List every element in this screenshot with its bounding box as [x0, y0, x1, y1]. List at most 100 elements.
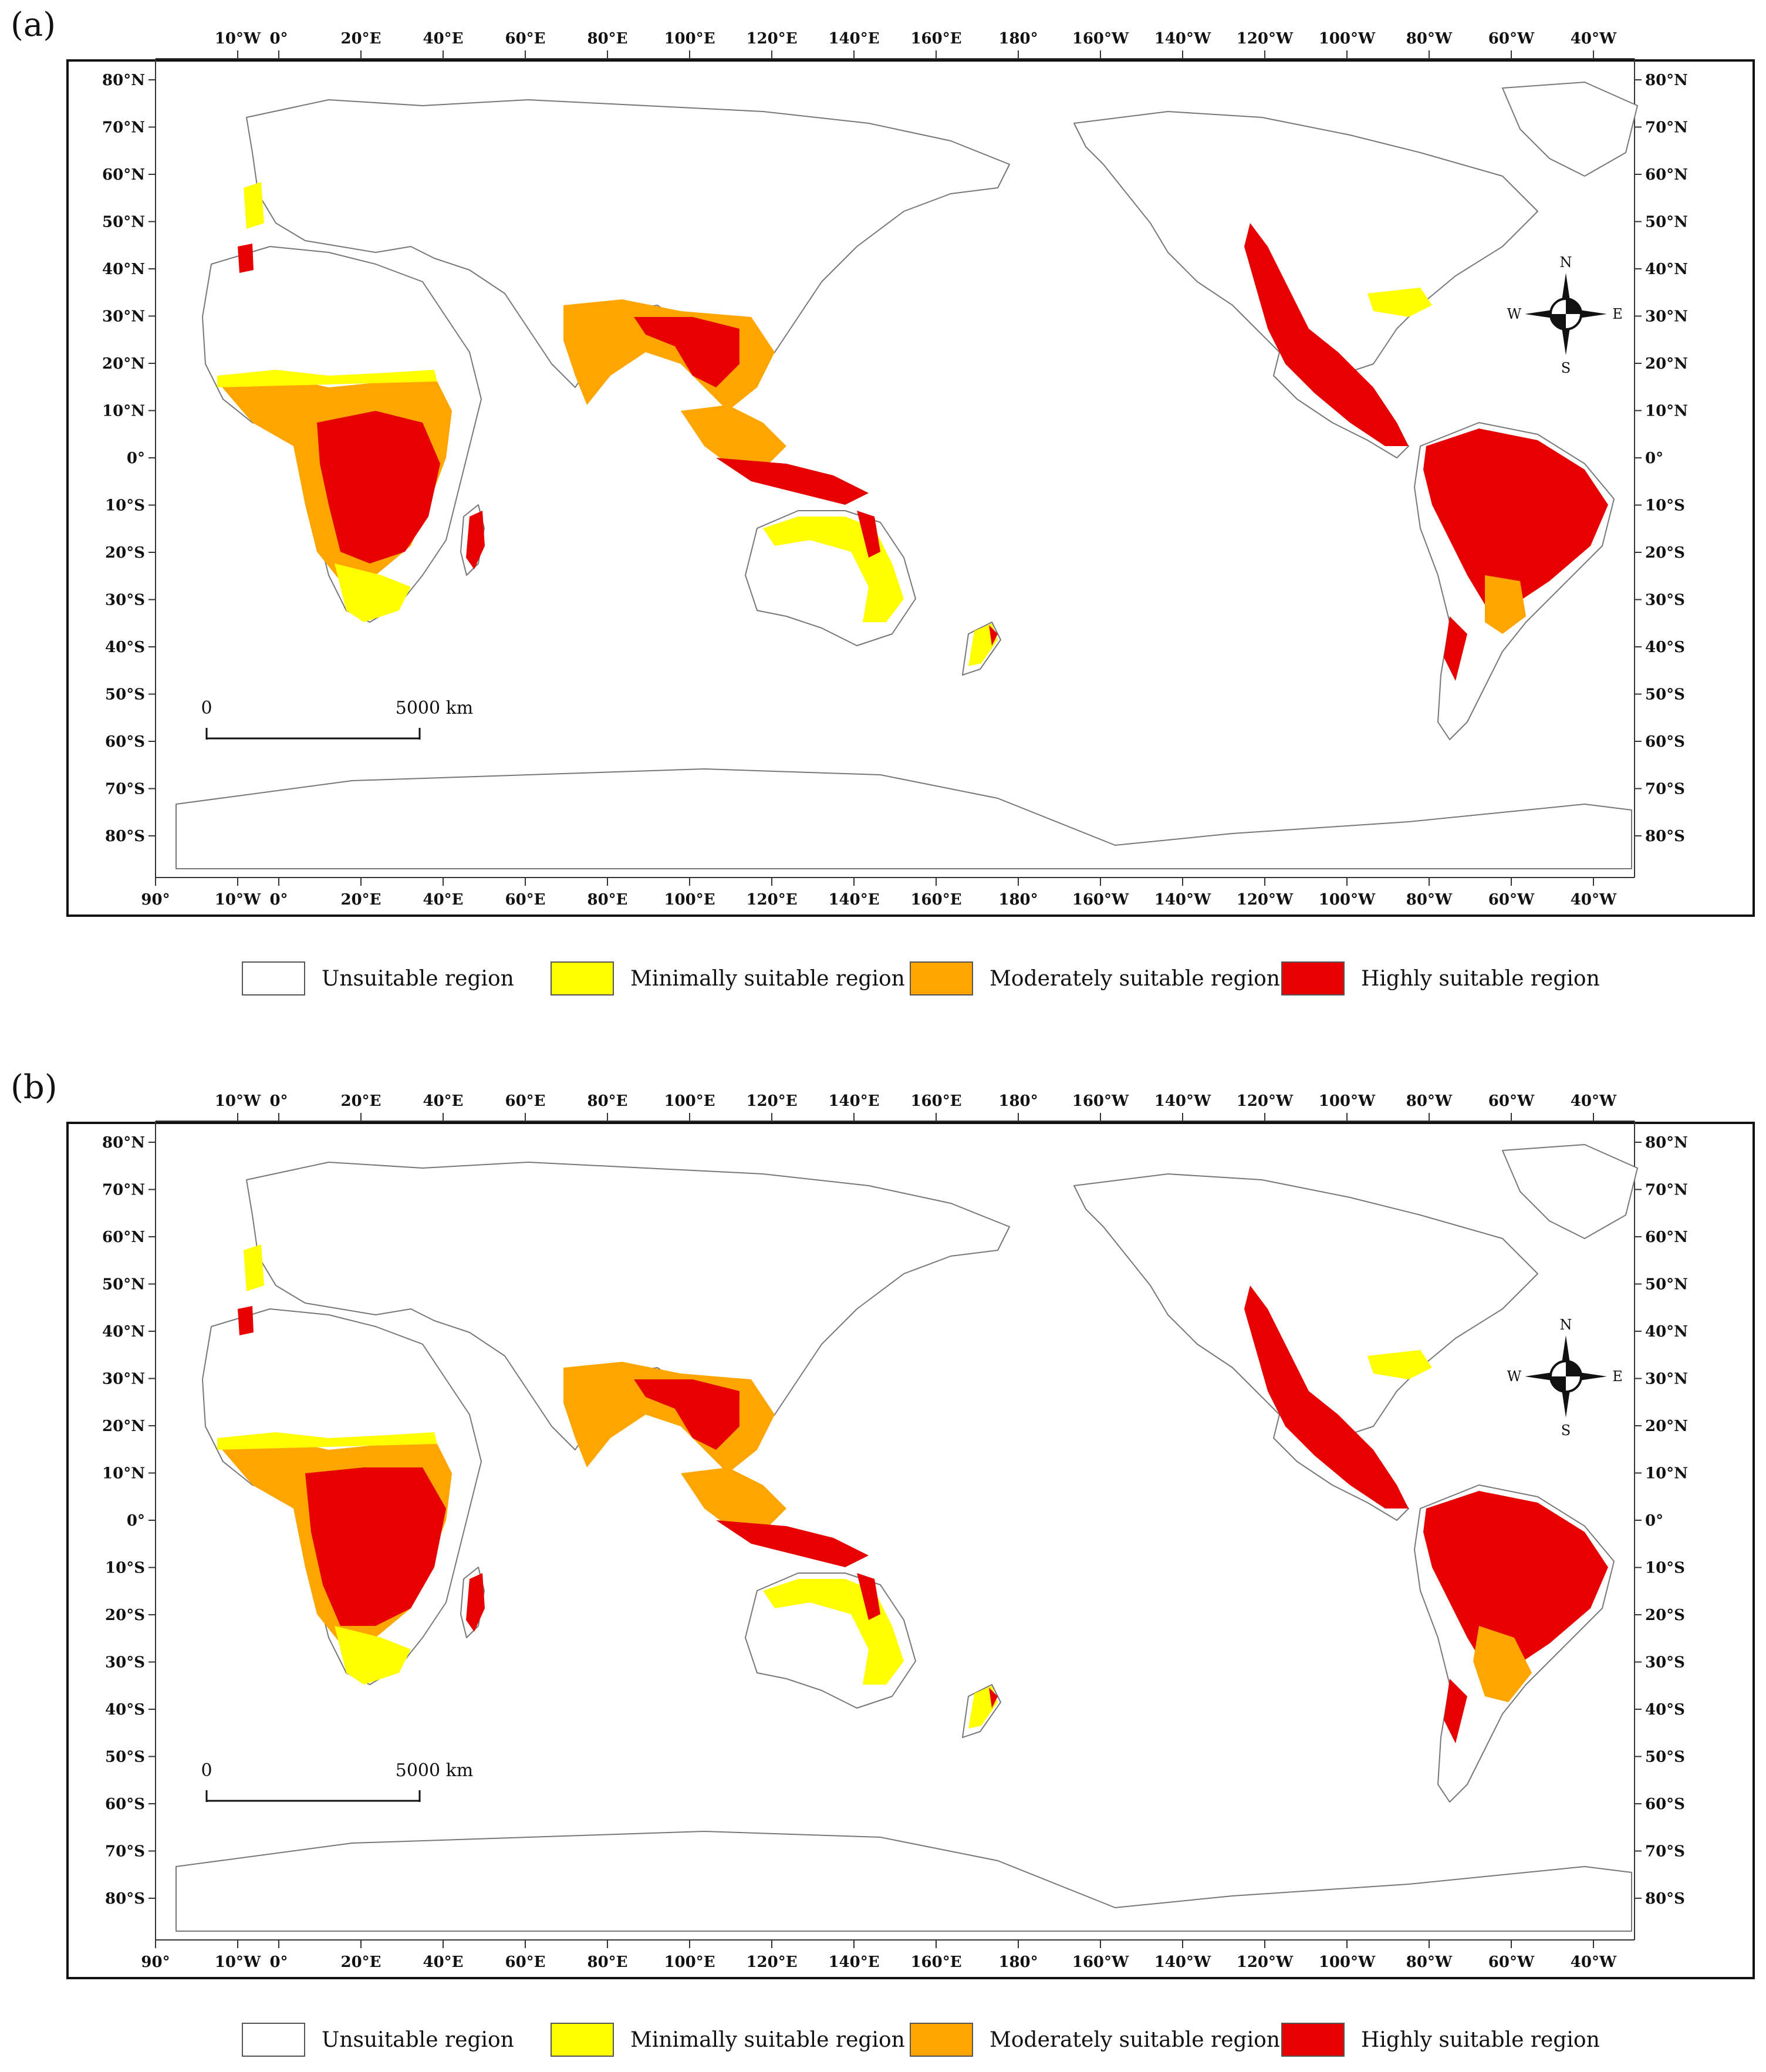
greenland-outline	[1502, 82, 1638, 177]
top-lon-label: 100°W	[1319, 1092, 1376, 1110]
antarctica-outline	[175, 1831, 1632, 1932]
right-lat-label: 80°S	[1645, 828, 1685, 845]
south-africa-minimal-zone	[335, 563, 411, 622]
top-lon-label: 180°	[998, 30, 1038, 48]
madagascar-high-zone	[466, 1573, 485, 1632]
top-lon-label: 120°E	[746, 30, 797, 48]
top-lon-label: 180°	[998, 1092, 1038, 1110]
left-lat-label: 60°N	[102, 166, 145, 184]
southeast-asia-high-zone	[634, 317, 740, 387]
bottom-lon-label: 120°W	[1237, 1953, 1294, 1971]
right-lat-label: 0°	[1645, 1512, 1663, 1530]
right-lat-label: 60°S	[1645, 733, 1685, 751]
legend-swatch	[910, 961, 973, 995]
bottom-lon-label: 160°W	[1072, 1953, 1129, 1971]
south-america-moderate-zone	[1473, 1626, 1532, 1702]
bottom-lon-label: 140°E	[828, 891, 879, 909]
compass-quadrant-ne	[1566, 1361, 1581, 1376]
top-lon-label: 160°E	[910, 30, 961, 48]
right-lat-label: 10°S	[1645, 1560, 1685, 1577]
right-lat-label: 50°N	[1645, 1276, 1688, 1294]
madagascar-high-zone	[466, 511, 485, 569]
south-america-moderate-zone	[1485, 575, 1526, 634]
bottom-lon-label: 0°	[269, 891, 288, 909]
legend-label: Highly suitable region	[1361, 2027, 1600, 2052]
bottom-lon-label: 20°E	[341, 1953, 381, 1971]
left-lat-label: 70°S	[105, 781, 145, 798]
right-lat-label: 20°S	[1645, 1607, 1685, 1624]
compass-rose: N S W E	[1507, 1317, 1623, 1439]
left-lat-label: 50°N	[102, 1276, 145, 1294]
left-lat-label: 10°N	[102, 403, 145, 420]
legend-swatch	[1281, 961, 1345, 995]
top-lon-label: 120°E	[746, 1092, 797, 1110]
legend-item: Unsuitable region	[242, 958, 514, 999]
australia-high-zone	[857, 1573, 880, 1620]
suitability-map-b: 10°W 0° 20°E 40°E 60°E 80°E 100°E 120°E 140°E 160…	[66, 1092, 1755, 1979]
bottom-lon-label: 80°E	[587, 1953, 628, 1971]
top-lon-label: 160°W	[1072, 1092, 1129, 1110]
south-america-high-zone	[1423, 428, 1608, 605]
left-lat-label: 80°N	[102, 1134, 145, 1152]
right-lat-label: 50°N	[1645, 214, 1688, 231]
bottom-lon-label: 160°E	[910, 891, 961, 909]
bottom-lon-label: 10°W	[215, 1953, 261, 1971]
left-lat-label: 30°S	[105, 1654, 145, 1672]
right-lat-label: 70°N	[1645, 119, 1688, 137]
left-lat-label: 70°N	[102, 119, 145, 137]
left-lat-label: 60°S	[105, 733, 145, 751]
right-lat-label: 20°S	[1645, 544, 1685, 562]
bottom-lon-label: 80°W	[1406, 1953, 1453, 1971]
right-lat-label: 80°S	[1645, 1890, 1685, 1908]
compass-w-label: W	[1507, 306, 1522, 322]
left-lat-label: 40°N	[102, 261, 145, 278]
compass-n-label: N	[1560, 1317, 1572, 1333]
right-lat-label: 60°N	[1645, 1229, 1688, 1246]
compass-quadrant-sw	[1551, 1376, 1566, 1392]
right-lat-label: 10°N	[1645, 403, 1688, 420]
panel-label-a: (a)	[11, 6, 56, 44]
gulf-coast-minimal-zone	[1367, 1350, 1432, 1379]
legend-item: Minimally suitable region	[551, 958, 905, 999]
bottom-lon-label: 140°W	[1154, 1953, 1211, 1971]
top-lon-label: 40°W	[1571, 1092, 1617, 1110]
bottom-lon-label: 140°W	[1154, 891, 1211, 909]
top-lon-label: 140°W	[1154, 30, 1211, 48]
scale-bar: 0 5000 km	[201, 698, 473, 740]
left-lat-label: 0°	[127, 1512, 145, 1530]
legend-label: Unsuitable region	[322, 966, 514, 991]
top-lon-label: 120°W	[1237, 1092, 1294, 1110]
left-lat-label: 80°S	[105, 1890, 145, 1908]
top-lon-label: 60°E	[505, 30, 546, 48]
right-lat-label: 40°N	[1645, 1323, 1688, 1341]
right-lat-label: 20°N	[1645, 1418, 1688, 1435]
chile-high-zone	[1444, 1679, 1467, 1743]
top-lon-label: 40°E	[423, 1092, 464, 1110]
top-lon-label: 160°W	[1072, 30, 1129, 48]
sahel-minimal-zone	[217, 370, 437, 387]
compass-e-label: E	[1612, 306, 1623, 322]
top-lon-label: 140°W	[1154, 1092, 1211, 1110]
iberia-high-zone	[238, 1306, 254, 1335]
legend-a: Unsuitable region Minimally suitable regi…	[0, 958, 1766, 999]
new-zealand-high-zone	[989, 625, 998, 646]
legend-label: Moderately suitable region	[990, 966, 1280, 991]
suitability-layer	[217, 1244, 1608, 1743]
western-europe-minimal-zone	[244, 1244, 264, 1291]
southeast-asia-high-zone	[634, 1379, 740, 1450]
top-lon-label: 120°W	[1237, 30, 1294, 48]
bottom-lon-label: 120°W	[1237, 891, 1294, 909]
bottom-lon-label: 40°W	[1571, 891, 1617, 909]
top-lon-label: 80°E	[587, 30, 628, 48]
legend-label: Highly suitable region	[1361, 966, 1600, 991]
chile-high-zone	[1444, 616, 1467, 681]
iberia-high-zone	[238, 244, 254, 273]
top-lon-label: 0°	[269, 30, 288, 48]
legend-swatch	[551, 961, 614, 995]
legend-swatch	[1281, 2023, 1345, 2057]
compass-s-label: S	[1561, 1422, 1571, 1439]
right-lat-label: 30°N	[1645, 1371, 1688, 1388]
right-lat-label: 80°N	[1645, 1134, 1688, 1152]
left-lat-label: 50°N	[102, 214, 145, 231]
top-lon-label: 40°E	[423, 30, 464, 48]
